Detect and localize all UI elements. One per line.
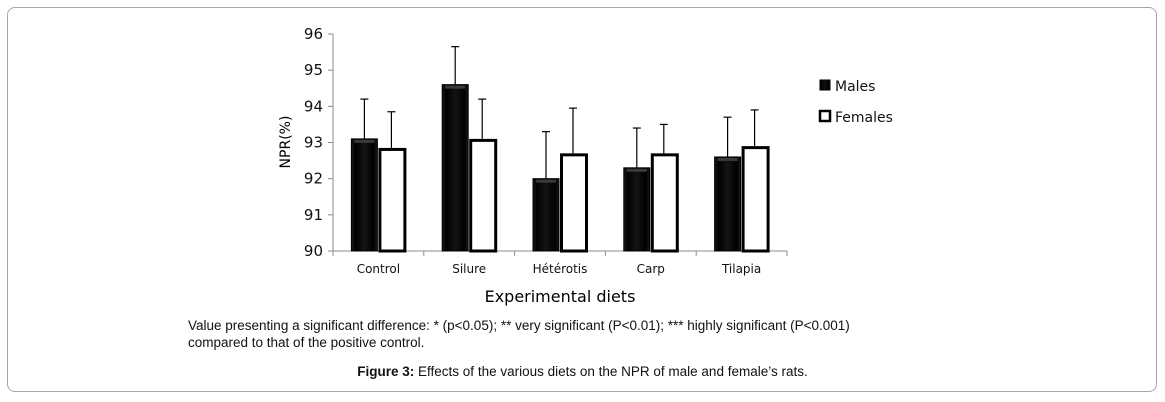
- bar-males-bevel: [717, 157, 738, 161]
- caption-text: Effects of the various diets on the NPR …: [414, 364, 808, 379]
- bar-males: [441, 84, 469, 252]
- bar-males-bevel: [536, 179, 556, 183]
- caption-label: Figure 3:: [357, 364, 415, 379]
- y-tick-label: 95: [304, 61, 323, 79]
- y-tick-label: 90: [304, 242, 323, 260]
- bar-males-bevel: [445, 85, 466, 89]
- x-category-label: Control: [357, 262, 400, 276]
- legend-swatch-females: [818, 109, 832, 123]
- bar-males-bevel: [354, 139, 375, 143]
- x-category-label: Carp: [637, 262, 665, 276]
- figure-frame: [7, 7, 1157, 392]
- bar-males: [623, 167, 651, 252]
- bar-males-bevel: [626, 168, 647, 172]
- legend-label-females: Females: [835, 110, 893, 126]
- bar-females: [741, 146, 770, 253]
- bar-chart: 90 91 92 93 94 95 96 Control Silure Hétérotis Car…: [278, 25, 893, 306]
- y-tick-label: 96: [304, 25, 323, 43]
- legend-label-males: Males: [835, 79, 875, 95]
- bars: [350, 84, 770, 253]
- y-tick-label: 94: [304, 97, 323, 115]
- bar-females: [560, 153, 588, 253]
- y-tick-label: 91: [304, 206, 323, 224]
- note-line-1: Value presenting a significant differenc…: [188, 318, 850, 333]
- y-axis-title: NPR(%): [278, 116, 294, 169]
- x-category-label: Tilapia: [721, 262, 761, 276]
- bar-females: [469, 138, 498, 253]
- note-line-2: compared to that of the positive control…: [188, 335, 425, 350]
- x-category-labels: Control Silure Hétérotis Carp Tilapia: [357, 262, 762, 276]
- error-bars: [360, 46, 759, 179]
- y-tick-labels: 90 91 92 93 94 95 96: [304, 25, 323, 260]
- figure-caption: Figure 3: Effects of the various diets o…: [0, 364, 1165, 379]
- axes: [328, 33, 788, 256]
- x-category-label: Silure: [452, 262, 486, 276]
- legend-swatch-males: [819, 79, 831, 91]
- y-tick-label: 92: [304, 170, 323, 188]
- bar-males: [532, 178, 560, 252]
- x-category-label: Hétérotis: [533, 262, 588, 276]
- x-axis-title: Experimental diets: [485, 287, 636, 306]
- y-tick-label: 93: [304, 134, 323, 152]
- bar-males: [714, 156, 742, 252]
- legend: Males Females: [818, 79, 893, 126]
- bar-females: [378, 147, 407, 253]
- bar-males: [350, 138, 378, 252]
- significance-note: Value presenting a significant differenc…: [188, 317, 983, 351]
- bar-females: [650, 153, 679, 253]
